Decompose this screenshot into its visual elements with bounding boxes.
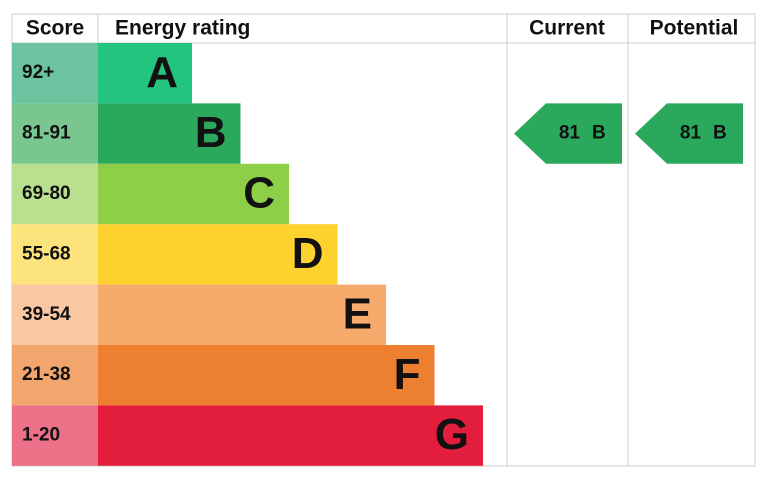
band-letter: G <box>435 410 469 459</box>
score-label: 21-38 <box>22 364 71 385</box>
score-cell <box>12 284 98 345</box>
current-score: 81 <box>559 123 581 144</box>
header-score: Score <box>26 17 84 40</box>
band-bar <box>98 103 241 164</box>
band-letter: C <box>243 169 275 218</box>
current-band: B <box>592 123 606 144</box>
band-bar <box>98 405 483 466</box>
score-label: 81-91 <box>22 123 71 144</box>
band-letter: B <box>195 108 227 157</box>
score-label: 39-54 <box>22 304 71 325</box>
score-label: 69-80 <box>22 183 71 204</box>
band-letter: D <box>292 229 324 278</box>
band-letter: A <box>146 48 178 97</box>
current-arrow <box>514 103 622 164</box>
header-potential: Potential <box>650 17 739 40</box>
band-bar <box>98 163 289 225</box>
band-bar <box>98 284 386 345</box>
score-label: 1-20 <box>22 425 60 446</box>
score-cell <box>12 43 98 104</box>
score-label: 92+ <box>22 62 54 83</box>
score-cell <box>12 163 98 225</box>
band-letter: F <box>394 350 421 399</box>
potential-arrow <box>635 103 743 164</box>
score-cell <box>12 224 98 285</box>
header-current: Current <box>529 17 605 40</box>
potential-score: 81 <box>680 123 702 144</box>
score-label: 55-68 <box>22 243 71 264</box>
band-bar <box>98 224 338 285</box>
band-bar <box>98 345 435 406</box>
score-cell <box>12 103 98 164</box>
score-cell <box>12 405 98 466</box>
potential-band: B <box>713 123 727 144</box>
header-rating: Energy rating <box>115 17 250 40</box>
score-cell <box>12 345 98 406</box>
band-letter: E <box>343 289 372 338</box>
band-bar <box>98 43 192 104</box>
